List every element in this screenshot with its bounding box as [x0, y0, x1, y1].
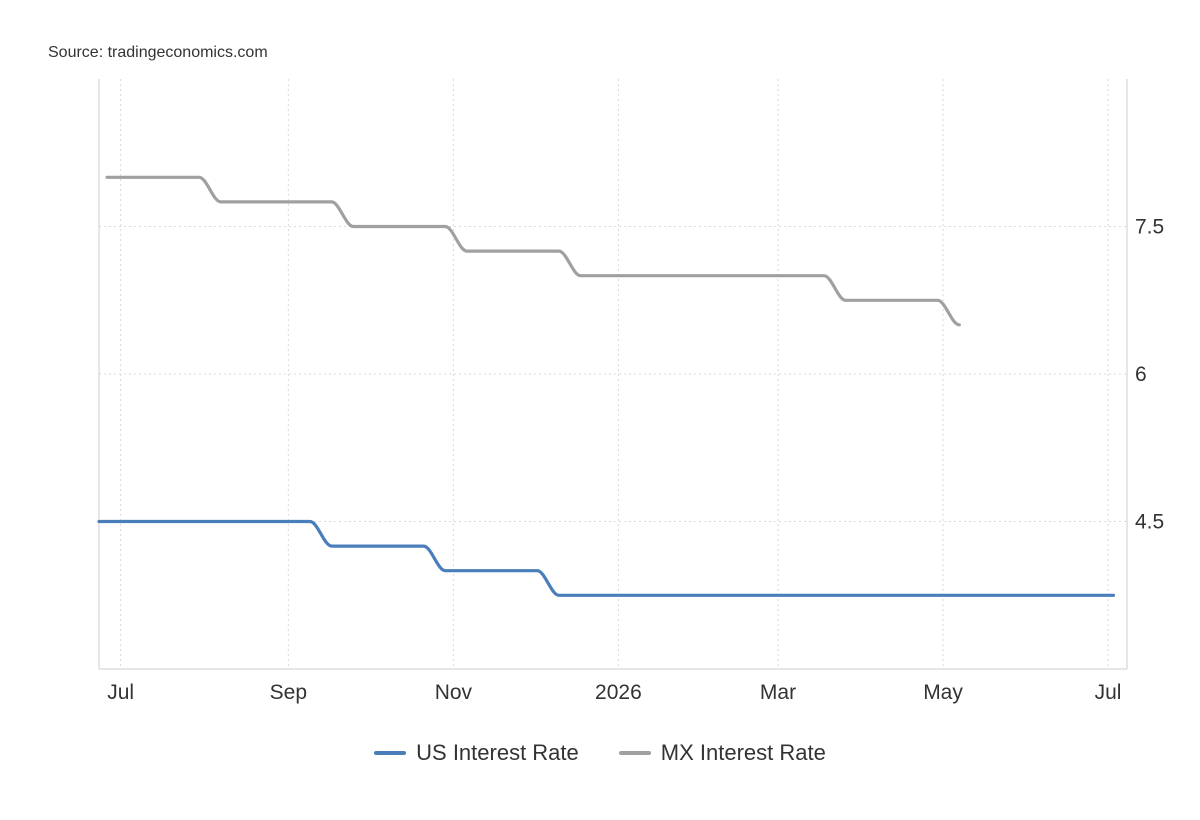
x-tick-label: Nov [435, 681, 473, 704]
axis-layer [98, 79, 1128, 670]
legend-swatch-us [374, 751, 407, 755]
legend-item-mx[interactable]: MX Interest Rate [618, 740, 826, 766]
legend-label-us: US Interest Rate [416, 740, 579, 765]
label-layer: Jul Sep Nov 2026 Mar May Jul 4.5 6 7.5 [107, 216, 1164, 705]
y-tick-label: 7.5 [1135, 216, 1164, 239]
x-tick-label: Mar [760, 681, 796, 704]
source-text: Source: tradingeconomics.com [48, 44, 268, 61]
grid-layer [99, 79, 1127, 669]
x-tick-label: Sep [270, 681, 307, 704]
x-tick-label: Jul [1095, 681, 1122, 704]
legend-item-us[interactable]: US Interest Rate [374, 740, 579, 766]
legend-swatch-mx [618, 751, 651, 755]
mx-interest-rate-line [105, 175, 961, 327]
x-tick-label: Jul [107, 681, 134, 704]
legend-label-mx: MX Interest Rate [660, 740, 826, 765]
y-tick-label: 4.5 [1135, 511, 1164, 534]
us-interest-rate-line [97, 519, 1116, 597]
x-tick-label: May [923, 681, 963, 704]
y-tick-label: 6 [1135, 363, 1147, 386]
series-layer [97, 175, 1116, 597]
legend: US Interest Rate MX Interest Rate [0, 740, 1200, 766]
line-chart: Jul Sep Nov 2026 Mar May Jul 4.5 6 7.5 [97, 79, 1164, 705]
x-tick-label: 2026 [595, 681, 642, 704]
